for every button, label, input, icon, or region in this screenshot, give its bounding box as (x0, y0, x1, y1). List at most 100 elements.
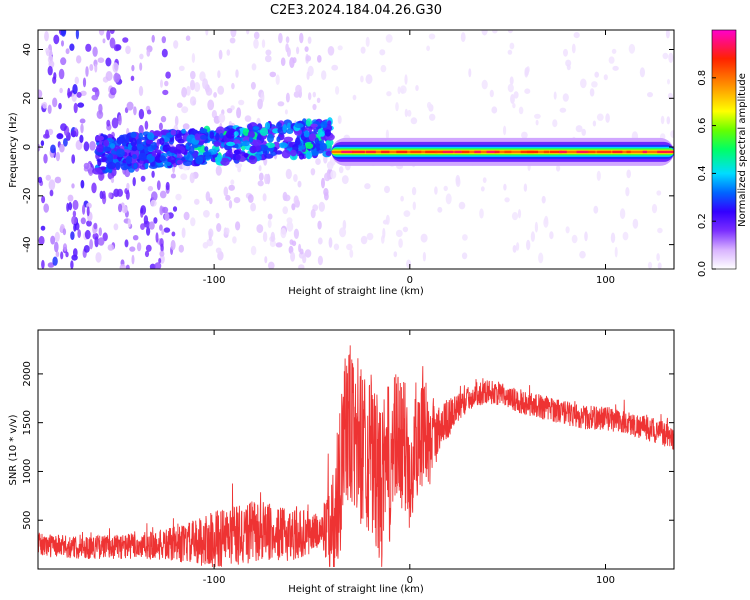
noise-blob (250, 81, 256, 90)
band-blob (202, 151, 212, 156)
noise-blob (190, 79, 195, 91)
noise-blob (253, 38, 259, 49)
band-blob (283, 136, 294, 142)
y-tick-label: 20 (22, 92, 33, 105)
noise-blob (504, 197, 510, 203)
band-blob (96, 144, 105, 153)
noise-blob (258, 172, 264, 181)
noise-blob (151, 170, 155, 178)
noise-blob (83, 141, 90, 152)
noise-blob (589, 88, 595, 97)
noise-blob (76, 91, 82, 98)
noise-blob (461, 252, 468, 260)
noise-blob (146, 109, 152, 115)
band-blob (199, 128, 208, 134)
noise-blob (70, 260, 74, 269)
noise-blob (164, 212, 170, 222)
line-dash (550, 150, 562, 154)
spectrogram-y-ticks: -40 -20 0 20 40 (22, 43, 674, 253)
noise-blob (139, 53, 144, 60)
y-tick-label: 1000 (22, 459, 33, 484)
noise-blob (97, 57, 105, 63)
noise-blob (217, 85, 225, 95)
noise-blob (130, 75, 135, 82)
noise-blob (403, 210, 411, 218)
noise-blob (109, 37, 116, 49)
noise-blob (434, 186, 438, 195)
noise-blob (126, 101, 134, 111)
noise-blob (133, 106, 137, 116)
noise-blob (275, 74, 280, 85)
noise-blob (153, 217, 158, 224)
noise-blob (194, 198, 200, 205)
noise-blob (534, 113, 541, 119)
noise-blob (80, 217, 86, 225)
noise-blob (228, 184, 235, 191)
noise-blob (203, 210, 210, 218)
noise-blob (512, 245, 517, 253)
noise-blob (509, 42, 515, 50)
noise-blob (667, 78, 670, 85)
noise-blob (360, 75, 364, 83)
noise-blob (106, 119, 111, 127)
noise-blob (285, 36, 290, 44)
noise-blob (176, 102, 183, 108)
noise-blob (118, 203, 123, 213)
noise-blob (518, 106, 524, 115)
noise-blob (278, 32, 283, 44)
noise-blob (165, 71, 171, 79)
noise-blob (56, 133, 64, 140)
noise-blob (264, 173, 269, 185)
noise-blob (428, 33, 436, 40)
noise-blob (72, 84, 78, 95)
noise-blob (53, 72, 57, 80)
noise-blob (556, 165, 561, 172)
noise-blob (462, 234, 468, 241)
noise-blob (125, 45, 131, 55)
noise-blob (107, 171, 115, 180)
noise-blob (295, 84, 302, 94)
noise-blob (71, 215, 77, 225)
noise-blob (647, 261, 653, 269)
spectrogram-panel: -100 0 100 -40 -20 0 20 40 Height of straight … (8, 29, 675, 297)
noise-blob (397, 86, 401, 95)
noise-blob (232, 236, 237, 244)
noise-blob (83, 245, 90, 253)
noise-blob (54, 231, 60, 242)
noise-blob (38, 235, 45, 246)
noise-blob (228, 120, 232, 127)
noise-blob (398, 238, 403, 248)
band-blob (247, 130, 255, 139)
noise-blob (69, 43, 75, 51)
noise-blob (161, 229, 165, 235)
band-blob (248, 155, 256, 160)
noise-blob (400, 195, 404, 202)
band-blob (138, 152, 147, 161)
band-blob (169, 146, 178, 153)
noise-blob (89, 64, 94, 71)
band-blob (249, 145, 257, 154)
noise-blob (189, 172, 195, 184)
noise-blob (639, 67, 646, 78)
band-blob (200, 135, 207, 140)
noise-blob (290, 251, 296, 262)
noise-blob (71, 183, 75, 189)
band-blob (276, 136, 281, 143)
noise-blob (407, 109, 412, 117)
noise-blob (93, 222, 98, 230)
y-tick-label: -40 (22, 236, 33, 252)
noise-blob (445, 193, 452, 205)
noise-blob (182, 123, 190, 130)
band-blob (162, 144, 171, 153)
line-dash (642, 150, 647, 154)
noise-blob (384, 185, 390, 194)
line-dash (486, 150, 497, 154)
noise-blob (73, 102, 78, 114)
line-dash (396, 150, 408, 154)
noise-blob (267, 213, 273, 220)
noise-blob (122, 37, 129, 43)
colorbar-tick-label: 0.6 (697, 118, 708, 134)
noise-blob (385, 129, 389, 140)
line-dash (341, 150, 354, 154)
noise-blob (209, 197, 213, 205)
